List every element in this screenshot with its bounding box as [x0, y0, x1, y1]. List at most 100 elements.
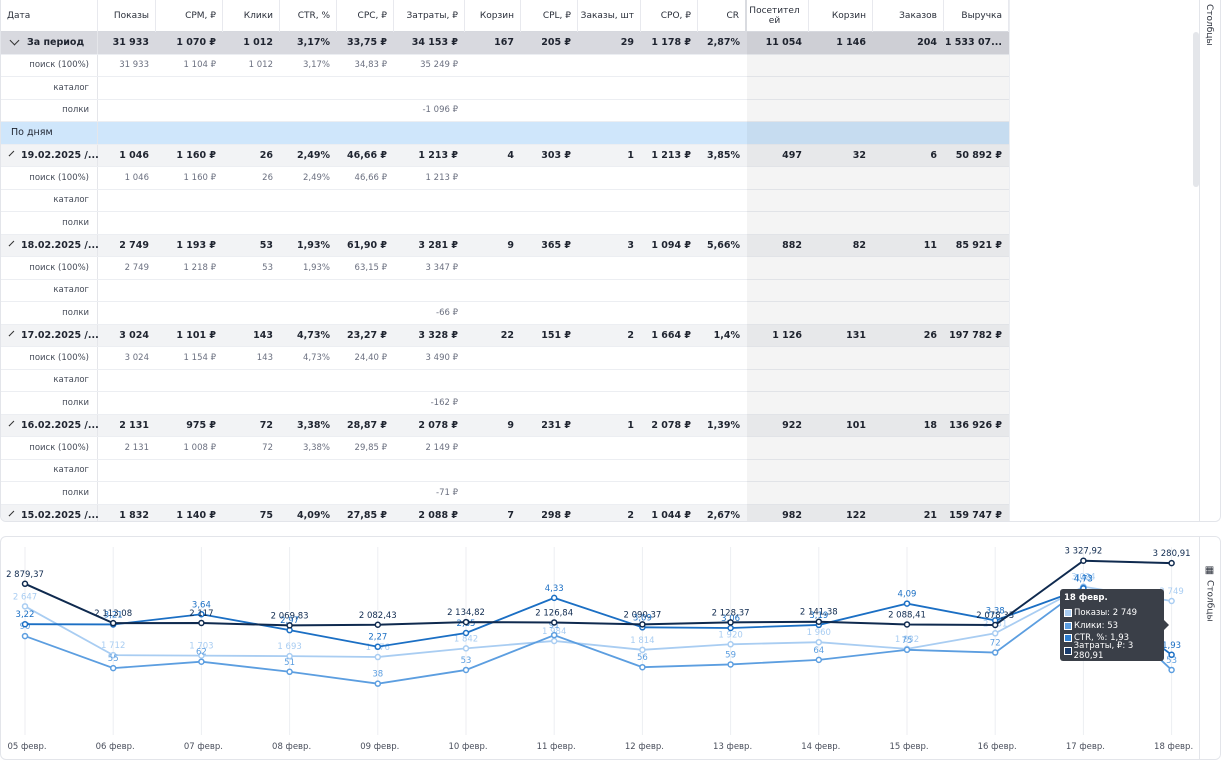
table-cell: 1 664 ₽ [651, 329, 691, 341]
chevron-down-icon[interactable] [8, 510, 15, 517]
column-header[interactable]: Посетител ей [747, 0, 809, 32]
table-cell [747, 392, 809, 414]
column-header[interactable]: CTR, % [280, 0, 337, 32]
data-label: 1 703 [189, 642, 213, 652]
day-row[interactable]: 15.02.2025 /... 1 832 1 140 ₽ 75 4,09% 27,85 … [1, 504, 1009, 521]
scrollbar-thumb[interactable] [1193, 32, 1199, 187]
row-label-cell: полки [1, 392, 98, 414]
columns-side-label[interactable]: Столбцы [1204, 4, 1214, 46]
column-header[interactable]: Корзин [465, 0, 521, 32]
table-scrollbar[interactable] [1193, 0, 1201, 190]
sub-row: полки -1 096 ₽ [1, 99, 1009, 122]
row-label-cell[interactable]: За период [1, 32, 98, 54]
table-cell: 1 160 ₽ [183, 172, 216, 183]
columns-side-tab[interactable]: Столбцы [1199, 0, 1220, 521]
day-row[interactable]: 17.02.2025 /... 3 024 1 101 ₽ 143 4,73% 23,27… [1, 324, 1009, 347]
table-cell: 3,38% [302, 442, 330, 453]
column-header[interactable]: Затраты, ₽ [394, 0, 465, 32]
chevron-down-icon[interactable] [9, 35, 20, 46]
table-cell: 1 193 ₽ [176, 239, 216, 251]
data-label: 2,27 [368, 633, 387, 643]
row-label-cell[interactable]: 19.02.2025 /... [1, 144, 99, 166]
table-cell: 3,85% [707, 149, 740, 161]
column-header[interactable]: Показы [98, 0, 156, 32]
column-header[interactable]: Клики [223, 0, 280, 32]
row-label-cell[interactable]: 15.02.2025 /... [1, 504, 99, 521]
day-row[interactable]: 16.02.2025 /... 2 131 975 ₽ 72 3,38% 28,87 ₽ 2… [1, 414, 1009, 437]
table-cell: 122 [846, 509, 866, 521]
table-cell [156, 280, 223, 302]
table-cell [873, 482, 944, 504]
table-cell: 29 [620, 37, 634, 49]
row-label-cell: поиск (100%) [1, 257, 98, 279]
column-header[interactable]: Выручка [944, 0, 1009, 32]
chevron-down-icon[interactable] [8, 420, 15, 427]
data-point [1168, 559, 1175, 567]
table-header: Дата Показы CPM, ₽ Клики CTR, % CPC, ₽ Затраты… [1, 0, 1009, 32]
table-cell: 3 490 ₽ [425, 352, 458, 363]
day-row[interactable]: 18.02.2025 /... 2 749 1 193 ₽ 53 1,93% 61,90 … [1, 234, 1009, 257]
table-cell: 1 104 ₽ [183, 60, 216, 71]
table-cell [578, 347, 641, 369]
table-cell: 1 154 ₽ [183, 352, 216, 363]
chart-columns-side-label[interactable]: Столбцы [1204, 580, 1215, 622]
chevron-down-icon[interactable] [8, 330, 15, 337]
data-point [109, 619, 117, 627]
data-label: 1 712 [101, 641, 125, 651]
chevron-down-icon[interactable] [8, 150, 15, 157]
row-label-cell[interactable]: 18.02.2025 /... [1, 234, 99, 256]
data-point [374, 643, 382, 650]
data-label: 1 960 [807, 628, 831, 638]
table-cell [465, 302, 521, 324]
row-label-cell[interactable]: 17.02.2025 /... [1, 324, 99, 346]
row-label-cell: каталог [1, 279, 98, 301]
column-header[interactable]: CPC, ₽ [337, 0, 394, 32]
table-cell: 1 046 [124, 172, 149, 183]
table-cell: 2 078 ₽ [651, 419, 691, 431]
table-cell [698, 257, 747, 279]
data-label: 51 [284, 658, 295, 668]
column-header[interactable]: Дата [1, 0, 98, 32]
table-cell [578, 437, 641, 459]
table-cell: 143 [256, 352, 273, 363]
table-cell [521, 302, 578, 324]
column-header[interactable]: CR [698, 0, 747, 32]
table-cell [641, 55, 698, 77]
table-cell: 204 [917, 37, 937, 49]
sub-row: поиск (100%) 31 933 1 104 ₽ 1 012 3,17% 34,83… [1, 54, 1009, 77]
tooltip-line: CTR, %: 1,93 [1064, 632, 1160, 645]
row-label: поиск (100%) [29, 352, 89, 363]
table-cell [337, 190, 394, 212]
total-row[interactable]: За период 31 933 1 070 ₽ 1 012 3,17% 33,75 ₽ 3… [1, 32, 1009, 55]
data-point [727, 661, 734, 668]
column-header[interactable]: Заказов [873, 0, 944, 32]
row-label: За период [27, 37, 85, 49]
data-label: 2 082,43 [359, 611, 397, 621]
table-cell: 497 [782, 149, 802, 161]
row-label-cell[interactable]: 16.02.2025 /... [1, 414, 99, 436]
table-cell [156, 77, 223, 99]
table-cell: 1 213 ₽ [425, 172, 458, 183]
column-header[interactable]: CPO, ₽ [641, 0, 698, 32]
data-label: 2 879,37 [6, 570, 44, 580]
table-cell [698, 460, 747, 482]
table-cell [98, 460, 156, 482]
table-icon[interactable]: ▦ [1204, 565, 1215, 576]
table-cell [873, 100, 944, 122]
row-label: 19.02.2025 /... [21, 149, 99, 161]
table-cell [873, 370, 944, 392]
day-row[interactable]: 19.02.2025 /... 1 046 1 160 ₽ 26 2,49% 46,66 … [1, 144, 1009, 167]
column-header[interactable]: CPL, ₽ [521, 0, 578, 32]
table-cell [641, 482, 698, 504]
table-cell [223, 212, 280, 234]
table-cell [873, 212, 944, 234]
column-header[interactable]: Корзин [809, 0, 873, 32]
table-cell [98, 190, 156, 212]
chart-columns-side-tab[interactable]: ▦ Столбцы [1199, 537, 1220, 759]
column-header[interactable]: CPM, ₽ [156, 0, 223, 32]
chevron-down-icon[interactable] [8, 240, 15, 247]
column-header[interactable]: Заказы, шт [578, 0, 641, 32]
table-cell: 1 160 ₽ [176, 149, 216, 161]
table-cell [280, 370, 337, 392]
tooltip-text: Затраты, ₽: 3 280,91 [1073, 640, 1134, 661]
